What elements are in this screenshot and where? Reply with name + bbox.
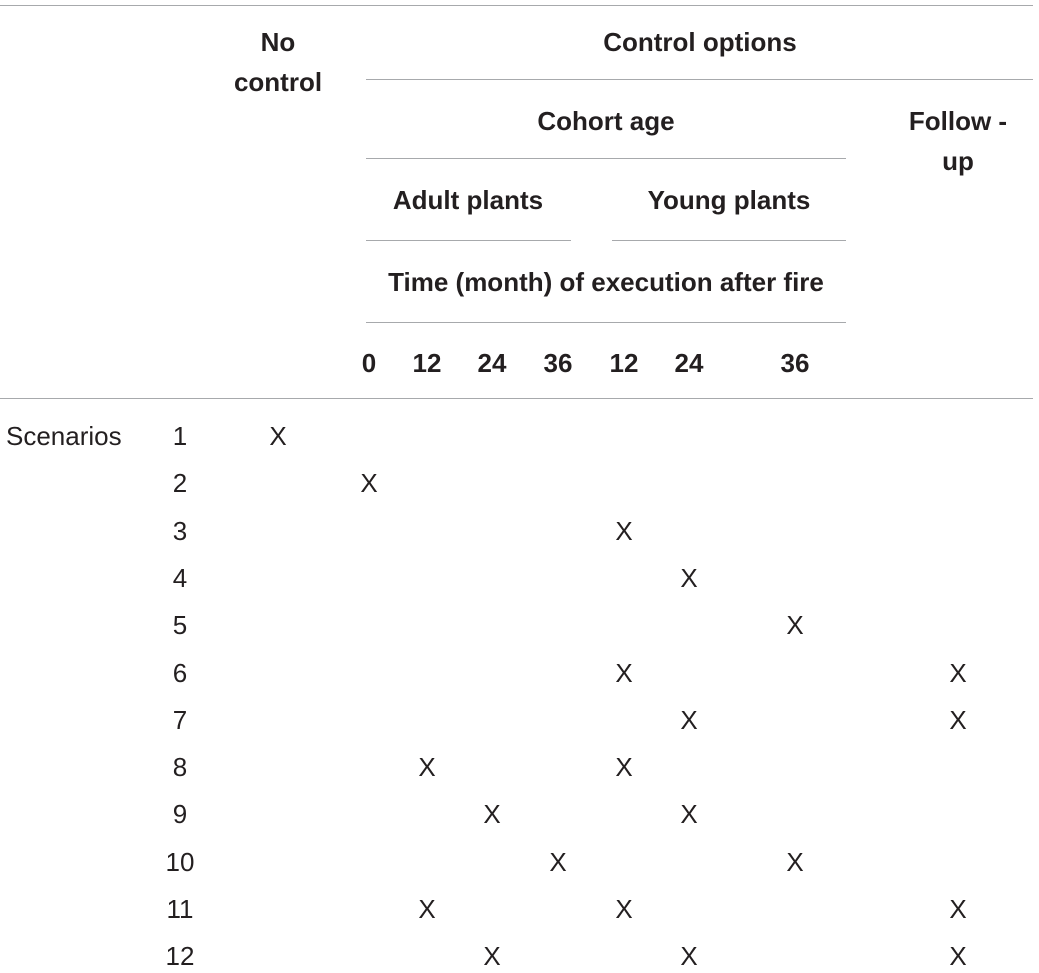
x-mark: X — [615, 752, 633, 783]
header-follow-up: Follow -up — [898, 101, 1018, 181]
header-no-control-text: No control — [233, 27, 323, 97]
scenario-number: 7 — [172, 704, 188, 735]
header-time-label: Time (month) of execution after fire — [388, 267, 824, 297]
scenario-number: 6 — [172, 657, 188, 688]
x-mark: X — [680, 562, 698, 593]
young-plants-rule — [612, 240, 846, 241]
x-mark: X — [949, 704, 967, 735]
x-mark: X — [786, 846, 804, 877]
x-mark: X — [549, 846, 567, 877]
x-mark: X — [786, 610, 804, 641]
x-mark: X — [949, 657, 967, 688]
x-mark: X — [615, 515, 633, 546]
time-column-header: 12 — [412, 348, 442, 378]
scenario-number: 10 — [165, 846, 195, 877]
x-mark: X — [949, 941, 967, 972]
time-rule — [366, 322, 846, 323]
header-control-options: Control options — [603, 27, 797, 57]
header-no-control: No control — [218, 22, 338, 102]
x-mark: X — [615, 657, 633, 688]
top-rule — [0, 5, 1033, 6]
time-column-header: 24 — [674, 348, 704, 378]
scenario-number: 12 — [165, 941, 195, 972]
scenario-number: 9 — [172, 799, 188, 830]
scenario-number: 4 — [172, 562, 188, 593]
scenario-number: 1 — [172, 421, 188, 451]
header-bottom-rule — [0, 398, 1033, 399]
scenario-number: 8 — [172, 752, 188, 783]
x-mark: X — [680, 704, 698, 735]
x-mark: X — [483, 941, 501, 972]
header-cohort-age: Cohort age — [537, 106, 675, 136]
scenario-number: 3 — [172, 515, 188, 546]
x-mark: X — [418, 752, 436, 783]
time-column-header: 12 — [609, 348, 639, 378]
time-column-header: 0 — [361, 348, 377, 378]
scenario-number: 2 — [172, 468, 188, 499]
x-mark: X — [680, 799, 698, 830]
x-mark: X — [680, 941, 698, 972]
time-column-header: 24 — [477, 348, 507, 378]
x-mark: X — [949, 894, 967, 924]
header-young-plants: Young plants — [647, 185, 811, 215]
scenario-number: 11 — [166, 894, 194, 924]
time-column-header: 36 — [780, 348, 810, 378]
row-group-label: Scenarios — [6, 421, 122, 451]
control-options-rule — [366, 79, 1033, 80]
header-adult-plants: Adult plants — [392, 185, 544, 215]
x-mark: X — [269, 421, 287, 451]
cohort-age-rule — [366, 158, 846, 159]
x-mark: X — [360, 468, 378, 499]
header-follow-up-text: Follow -up — [908, 106, 1008, 176]
adult-plants-rule — [366, 240, 571, 241]
x-mark: X — [615, 894, 633, 924]
time-column-header: 36 — [543, 348, 573, 378]
scenario-number: 5 — [172, 610, 188, 641]
x-mark: X — [418, 894, 436, 924]
x-mark: X — [483, 799, 501, 830]
